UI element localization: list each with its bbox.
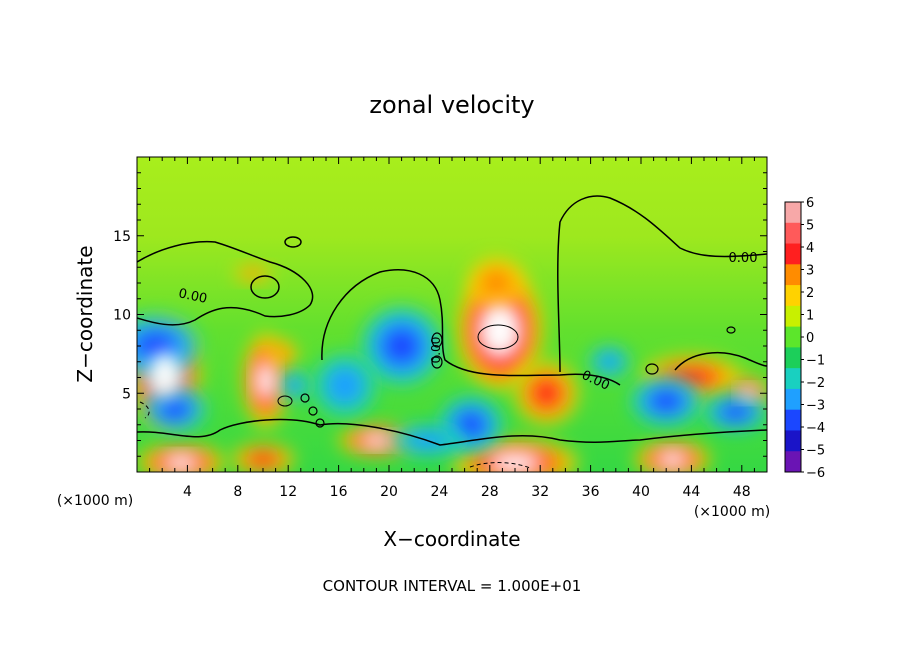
colorbar-swatch [785, 202, 801, 224]
contour-negative-dashed [469, 462, 531, 469]
colorbar-swatch [785, 451, 801, 473]
velocity-feature-4 [468, 257, 524, 309]
out-of-range-core-6 [162, 454, 200, 471]
velocity-field [137, 257, 767, 472]
out-of-range-core-11 [739, 386, 757, 400]
zero-contour-loop-i [726, 326, 736, 334]
colorbar: 6 5 4 3 2 1 0 −1 −2 −3 −4 −5 −6 [784, 196, 825, 481]
x-tick-label: 4 [183, 484, 192, 500]
colorbar-swatch [785, 305, 801, 328]
colorbar-swatch [785, 243, 801, 265]
contour-labels: 0.00 0.00 0.00 0.00 [177, 251, 757, 394]
x-tick-label: 12 [279, 484, 297, 500]
plot-area: 0.00 0.00 0.00 0.00 [136, 156, 768, 473]
zero-contours [137, 195, 767, 469]
zero-contour-loop-f [308, 406, 318, 416]
y-tick-label: 15 [113, 229, 131, 245]
x-tick-label: 40 [632, 484, 650, 500]
colorbar-tick-label: −2 [806, 376, 825, 391]
out-of-range-core-0 [149, 351, 180, 397]
colorbar-swatch [785, 222, 801, 245]
x-tick-label: 28 [481, 484, 499, 500]
velocity-feature-16 [361, 306, 442, 386]
out-of-range-core-1 [255, 360, 276, 401]
colorbar-swatch [785, 430, 801, 452]
velocity-feature-12 [266, 341, 298, 367]
colorbar-tick-label: 1 [806, 309, 814, 324]
velocity-feature-13 [234, 265, 272, 282]
contour-label: 0.00 [429, 337, 443, 364]
zero-contour-left [137, 240, 314, 326]
velocity-feature-21 [589, 346, 630, 378]
zero-contour-loop-e [300, 393, 310, 403]
zero-contour-middle [321, 269, 621, 386]
colorbar-tick-label: 4 [806, 241, 814, 256]
velocity-feature-3 [515, 361, 578, 425]
contour-loop-core-peak [477, 324, 519, 350]
zero-contour-loop-d [431, 355, 443, 369]
velocity-feature-22 [279, 369, 310, 402]
velocity-feature-15 [143, 385, 207, 433]
colorbar-swatch [785, 264, 801, 286]
velocity-feature-17 [313, 353, 377, 417]
colorbar-tick-label: −5 [806, 444, 825, 459]
x-tick-label: 36 [582, 484, 600, 500]
colorbar-swatch [785, 347, 801, 369]
contour-negative-dashed-left [139, 401, 150, 419]
contour-label: 0.00 [177, 286, 208, 307]
colorbar-swatch [785, 326, 801, 348]
y-axis-label: Z−coordinate [73, 245, 97, 382]
x-tick-label: 44 [682, 484, 700, 500]
colorbar-swatch [785, 409, 801, 431]
zero-contour-lower [137, 418, 767, 446]
colorbar-swatch [785, 285, 801, 307]
colorbar-tick-label: −1 [806, 354, 825, 369]
zero-contour-loop-h [645, 363, 659, 375]
x-tick-label: 20 [380, 484, 398, 500]
y-tick-label: 5 [122, 386, 131, 402]
colorbar-tick-label: −6 [806, 466, 825, 481]
x-unit-right: (×1000 m) [694, 504, 770, 520]
zero-contour-loop-g [315, 418, 325, 428]
zero-contour-eastern-band [674, 351, 767, 371]
colorbar-tick-label: −4 [806, 421, 825, 436]
zero-contour-right [557, 195, 767, 373]
velocity-feature-19 [630, 375, 702, 427]
x-tick-label: 32 [531, 484, 549, 500]
colorbar-tick-label: 3 [806, 264, 814, 279]
x-tick-label: 8 [233, 484, 242, 500]
zero-contour-loop-a [250, 275, 280, 299]
out-of-range-core-5 [360, 433, 393, 448]
contour-label: 0.00 [729, 251, 758, 266]
zero-contour-loop-c [431, 332, 443, 348]
colorbar-tick-label: −3 [806, 399, 825, 414]
colorbar-tick-label: 6 [806, 196, 814, 211]
zero-contour-loop-b [284, 236, 302, 248]
x-tick-label: 24 [430, 484, 448, 500]
colorbar-swatch [785, 388, 801, 411]
y-tick-label: 10 [113, 308, 131, 324]
chart-title: zonal velocity [369, 91, 534, 119]
contour-loop-core-left [277, 395, 293, 407]
velocity-feature-20 [704, 393, 767, 432]
x-tick-label: 16 [330, 484, 348, 500]
colorbar-tick-label: 2 [806, 286, 814, 301]
colorbar-tick-label: 0 [806, 331, 814, 346]
x-tick-label: 48 [733, 484, 751, 500]
velocity-feature-7 [231, 443, 295, 472]
x-axis-label: X−coordinate [383, 527, 520, 551]
out-of-range-core-9 [656, 451, 689, 468]
out-of-range-core-2 [481, 305, 518, 356]
x-unit-left: (×1000 m) [57, 493, 133, 509]
colorbar-swatch [785, 368, 801, 390]
colorbar-tick-label: 5 [806, 219, 814, 234]
contour-interval-footer: CONTOUR INTERVAL = 1.000E+01 [323, 577, 582, 595]
